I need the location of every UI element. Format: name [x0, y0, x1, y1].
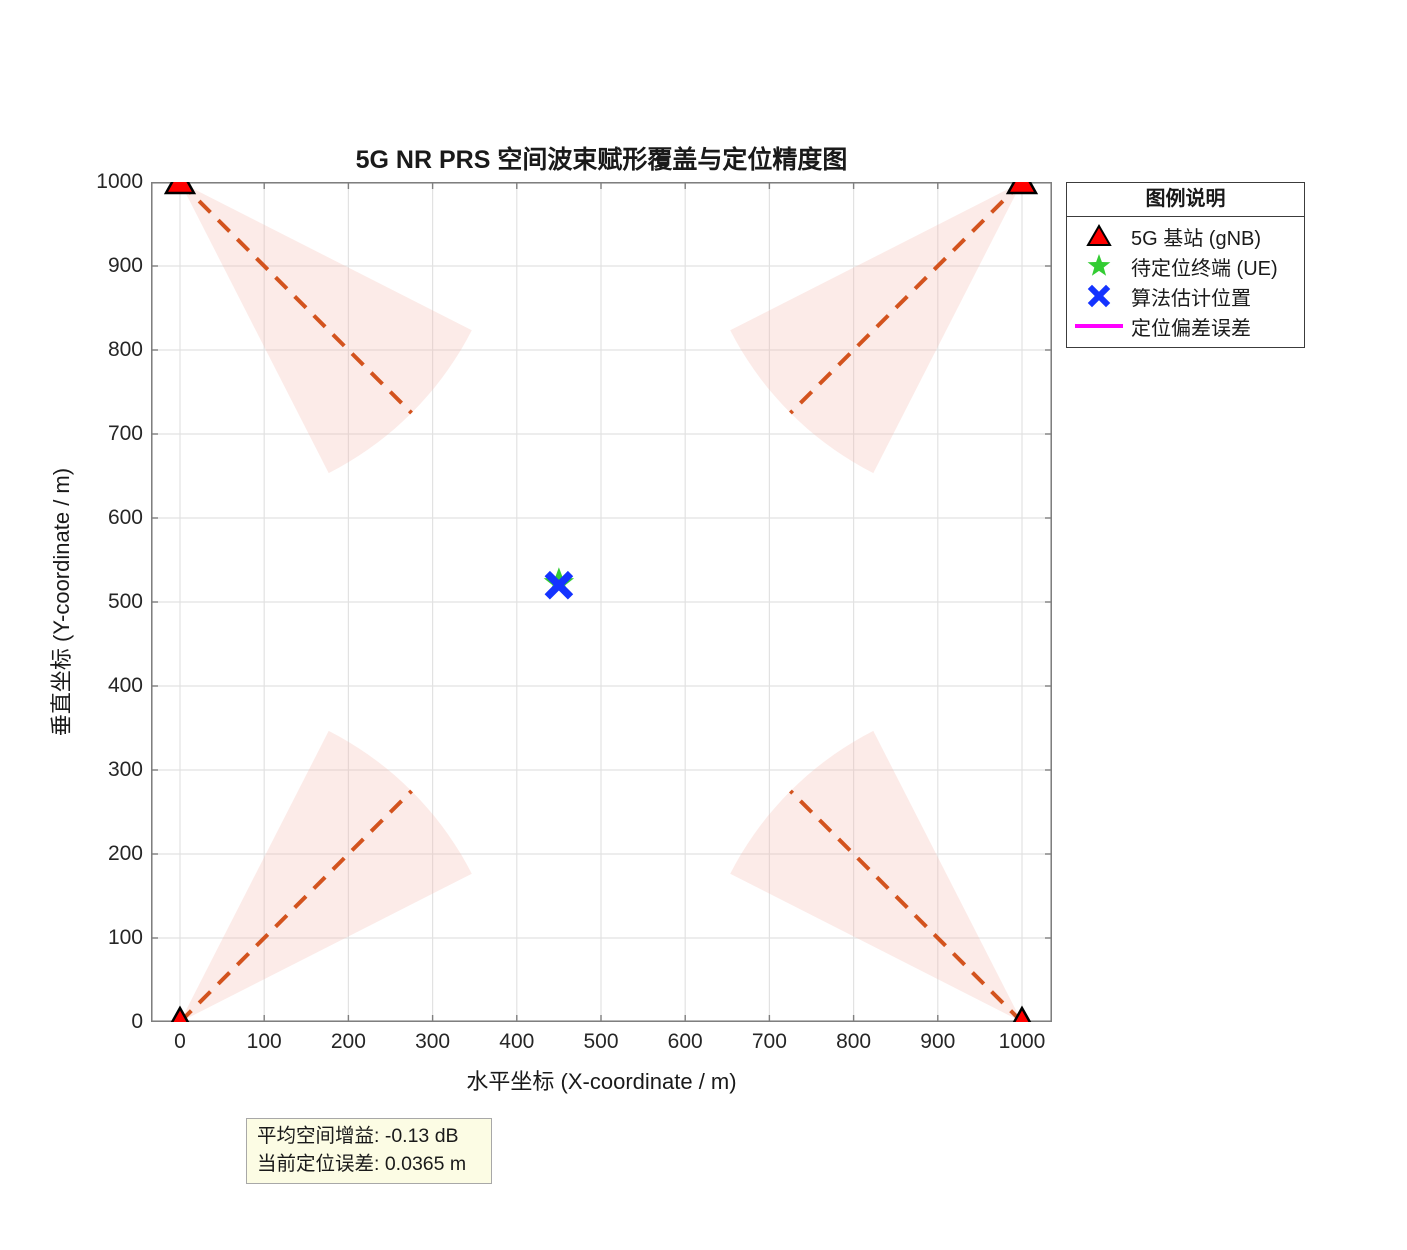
legend-entry-label: 待定位终端 (UE): [1131, 257, 1278, 280]
y-tick-label: 0: [131, 1010, 143, 1033]
plot-area: [151, 182, 1052, 1022]
x-tick-label: 200: [330, 1030, 366, 1053]
y-tick-label: 200: [107, 842, 143, 865]
legend-entry-label: 算法估计位置: [1131, 287, 1251, 310]
y-tick-label: 600: [107, 506, 143, 529]
y-tick-label: 500: [107, 590, 143, 613]
y-axis-label: 垂直坐标 (Y-coordinate / m): [49, 467, 74, 737]
star-legend-icon: [1067, 252, 1131, 280]
legend-entry: 待定位终端 (UE): [1067, 251, 1304, 281]
legend-title: 图例说明: [1067, 183, 1304, 217]
legend-rows: 5G 基站 (gNB) 待定位终端 (UE) 算法估计位置 定位偏差误差: [1067, 217, 1304, 347]
x-tick-label: 600: [667, 1030, 703, 1053]
triangle-legend-icon: [1067, 222, 1131, 250]
beam-boresight-line: [789, 789, 1024, 1022]
estimate-x-marker: [544, 570, 574, 600]
legend-entry-label: 定位偏差误差: [1131, 317, 1251, 340]
y-tick-label: 700: [107, 422, 143, 445]
avg-gain-text: 平均空间增益: -0.13 dB: [257, 1125, 459, 1147]
line-legend-icon: [1067, 312, 1131, 340]
x-tick-label: 700: [751, 1030, 787, 1053]
gnb-triangle-marker: [1005, 182, 1039, 195]
gnb-triangle-marker: [163, 182, 197, 195]
x-legend-icon: [1067, 282, 1131, 310]
beam-boresight-line: [789, 182, 1024, 415]
y-tick-label: 900: [107, 254, 143, 277]
stats-annotation-box: 平均空间增益: -0.13 dB 当前定位误差: 0.0365 m: [246, 1118, 492, 1184]
plot-svg: [151, 182, 1052, 1022]
beam-boresight-line: [178, 182, 413, 415]
positioning-error-text: 当前定位误差: 0.0365 m: [257, 1153, 467, 1175]
y-tick-label: 300: [107, 758, 143, 781]
x-tick-label: 300: [415, 1030, 451, 1053]
y-tick-label: 400: [107, 674, 143, 697]
legend-entry: 定位偏差误差: [1067, 311, 1304, 341]
x-tick-label: 100: [246, 1030, 282, 1053]
legend-box: 图例说明 5G 基站 (gNB) 待定位终端 (UE) 算法估计位置 定位偏差误差: [1066, 182, 1305, 348]
x-tick-label: 1000: [998, 1030, 1046, 1053]
y-tick-label: 100: [107, 926, 143, 949]
x-tick-label: 900: [920, 1030, 956, 1053]
grid-lines: [151, 182, 1052, 1022]
beam-coverage-group: [178, 182, 1024, 1022]
legend-entry: 算法估计位置: [1067, 281, 1304, 311]
beam-boresight-line: [178, 789, 413, 1022]
y-tick-label: 1000: [96, 170, 143, 193]
x-tick-label: 400: [499, 1030, 535, 1053]
x-axis-label: 水平坐标 (X-coordinate / m): [466, 1069, 737, 1094]
legend-entry-label: 5G 基站 (gNB): [1131, 227, 1262, 250]
y-tick-label: 800: [107, 338, 143, 361]
x-tick-label: 500: [583, 1030, 619, 1053]
x-tick-label: 800: [836, 1030, 872, 1053]
chart-title: 5G NR PRS 空间波束赋形覆盖与定位精度图: [355, 146, 848, 174]
gnb-triangle-marker: [170, 1005, 190, 1022]
gnb-triangle-marker: [1012, 1005, 1032, 1022]
legend-entry: 5G 基站 (gNB): [1067, 221, 1304, 251]
x-tick-label: 0: [174, 1030, 186, 1053]
